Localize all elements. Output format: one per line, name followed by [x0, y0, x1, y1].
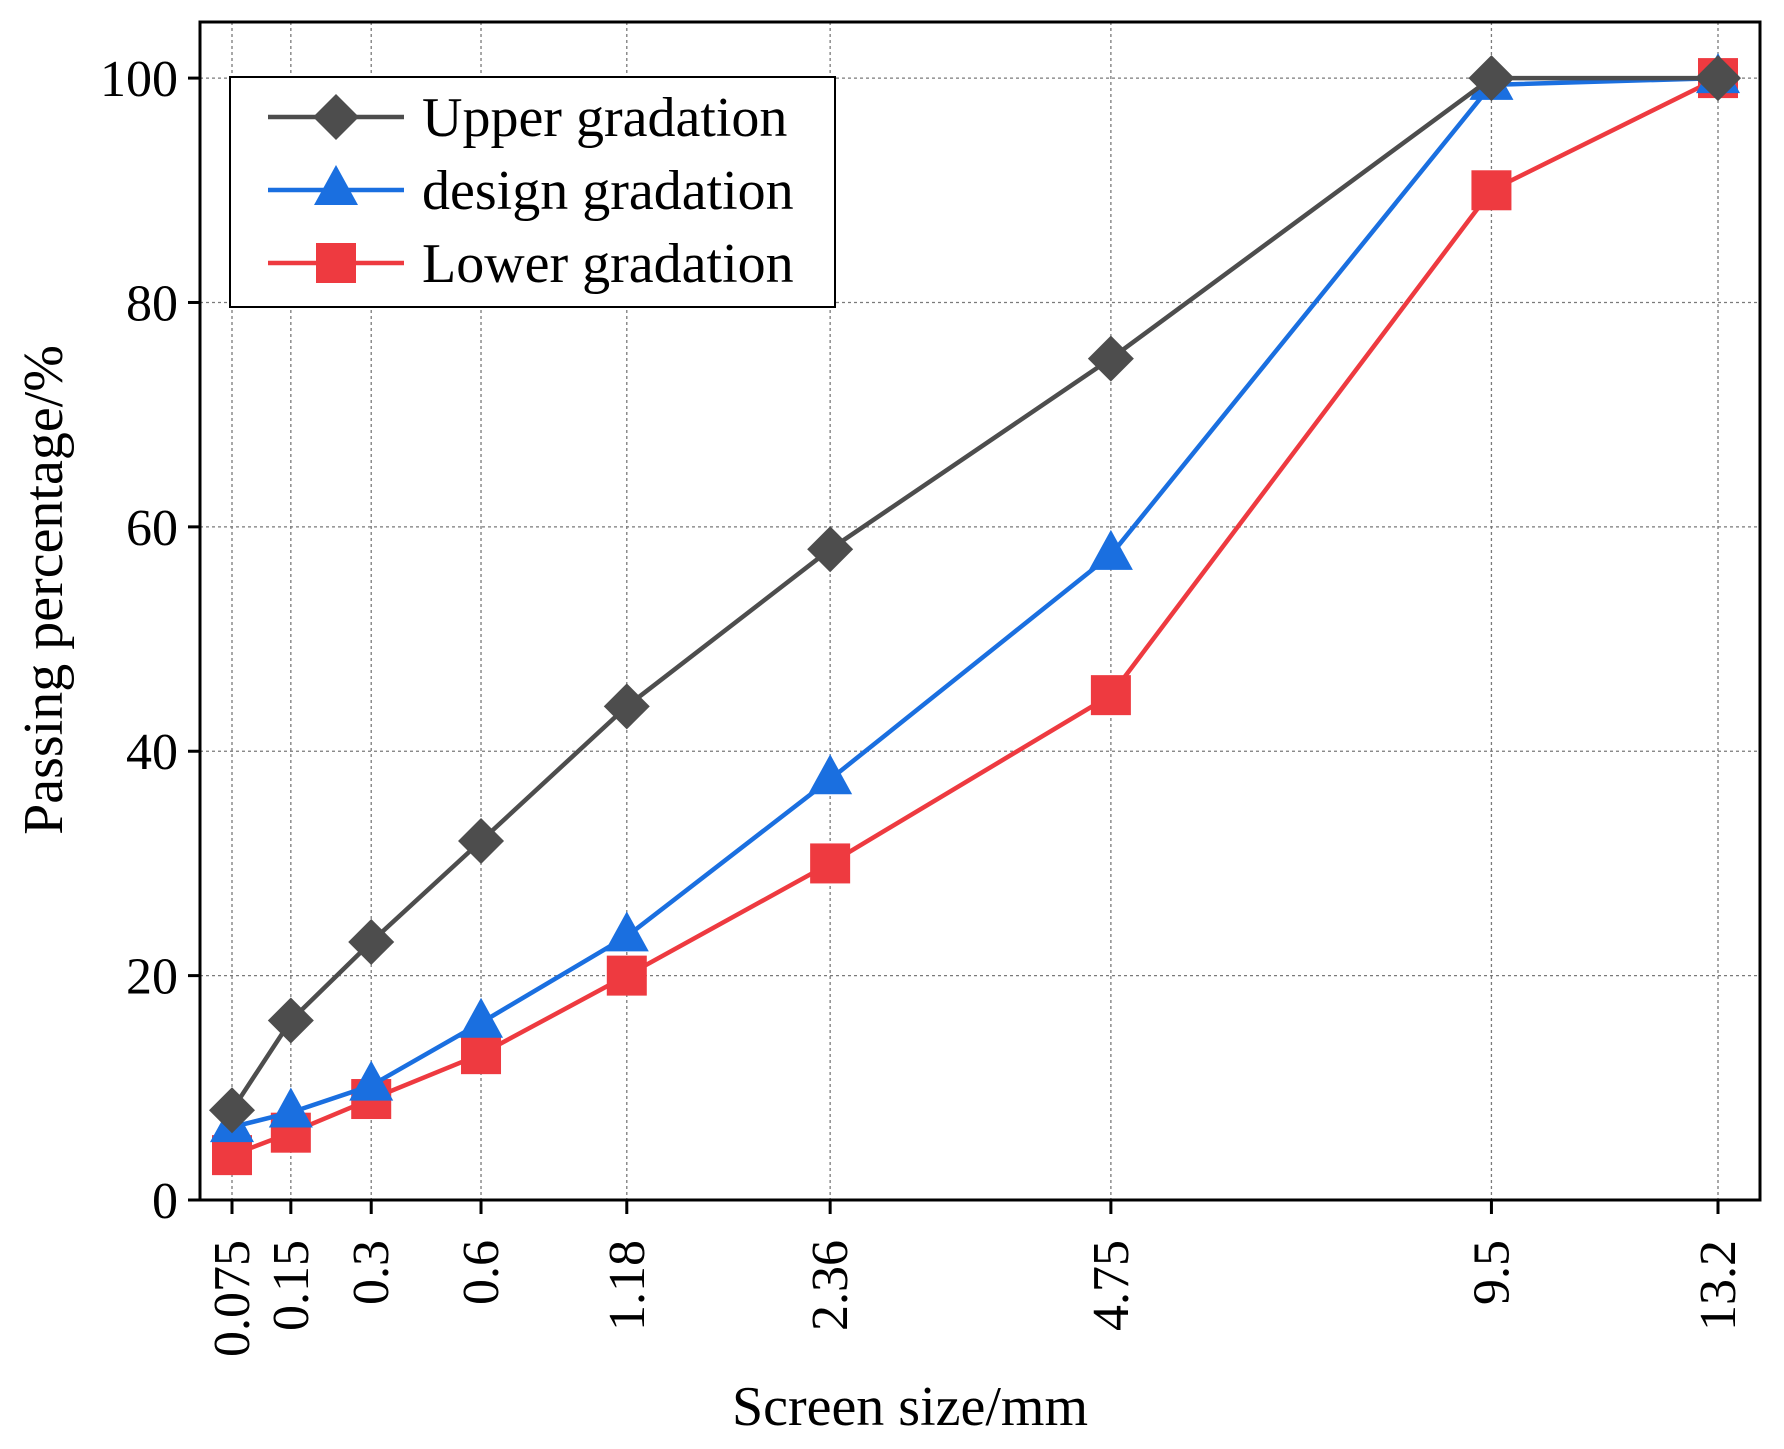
x-tick-label: 2.36	[802, 1240, 859, 1331]
legend-label: Upper gradation	[422, 87, 787, 149]
data-point	[606, 955, 647, 996]
data-point	[1090, 675, 1131, 716]
y-tick-label: 60	[126, 500, 178, 557]
data-point	[1468, 55, 1515, 102]
data-point	[348, 918, 395, 965]
y-tick-label: 0	[152, 1173, 178, 1230]
data-point	[459, 997, 504, 1038]
legend-item: Lower gradation	[268, 233, 794, 295]
y-axis-title: Passing percentage/%	[13, 345, 75, 835]
data-point	[807, 526, 854, 573]
tick-labels: 0 20 40 60 80 100 0.075 0.15 0.3 0.6 1.18 2.36 4.75 9…	[100, 51, 1747, 1357]
series-design-gradation	[210, 53, 1740, 1143]
legend: Upper gradation design gradation Lower gra…	[229, 76, 836, 308]
data-point	[808, 754, 853, 795]
legend-marker	[313, 94, 359, 140]
data-point	[461, 1034, 502, 1075]
data-point	[1471, 170, 1512, 211]
x-tick-label: 0.15	[263, 1240, 320, 1331]
data-point	[268, 1087, 313, 1128]
y-tick-label: 40	[126, 724, 178, 781]
legend-item: design gradation	[268, 160, 794, 222]
axis-ticks	[188, 76, 1720, 1214]
data-point	[810, 843, 851, 884]
data-point	[458, 817, 505, 864]
y-tick-label: 100	[100, 51, 178, 108]
x-tick-label: 13.2	[1690, 1240, 1747, 1331]
data-point	[1088, 529, 1133, 570]
x-tick-label: 4.75	[1083, 1240, 1140, 1331]
legend-marker	[314, 165, 358, 205]
y-tick-label: 80	[126, 275, 178, 332]
legend-label: design gradation	[422, 160, 794, 222]
data-point	[1695, 55, 1741, 102]
legend-marker	[316, 243, 356, 283]
data-point	[209, 1087, 255, 1134]
x-axis-title: Screen size/mm	[732, 1376, 1088, 1438]
data-point	[604, 911, 649, 952]
series-lines	[209, 53, 1741, 1176]
x-tick-label: 0.3	[343, 1240, 400, 1305]
legend-entries: Upper gradation design gradation Lower gra…	[268, 87, 794, 295]
plot-frame	[198, 20, 1762, 1202]
data-point	[349, 1060, 394, 1101]
data-point	[267, 997, 314, 1044]
legend-label: Lower gradation	[422, 233, 794, 295]
x-tick-label: 0.075	[204, 1240, 261, 1357]
x-tick-label: 9.5	[1463, 1240, 1520, 1305]
data-point	[603, 683, 650, 730]
legend-item: Upper gradation	[268, 87, 787, 149]
series-upper-gradation	[209, 55, 1741, 1134]
x-tick-label: 1.18	[599, 1240, 656, 1331]
x-tick-label: 0.6	[453, 1240, 510, 1305]
data-point	[1087, 335, 1134, 382]
y-tick-label: 20	[126, 949, 178, 1006]
